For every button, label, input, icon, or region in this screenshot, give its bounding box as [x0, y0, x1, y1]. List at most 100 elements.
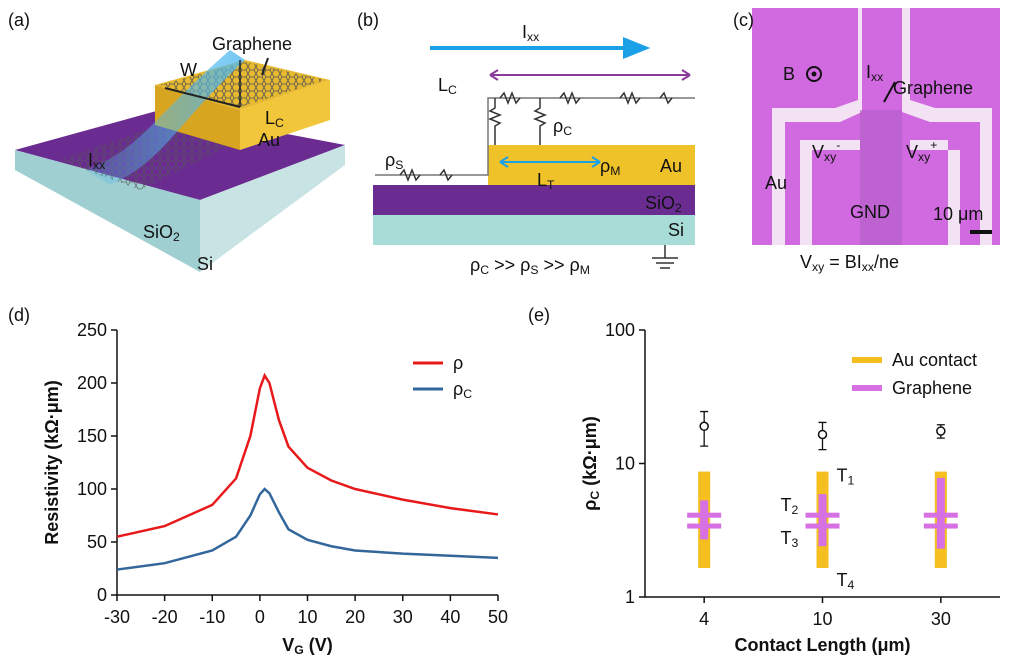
x-axis-label: VG (V) — [282, 635, 333, 657]
x-tick-label: 10 — [812, 609, 832, 629]
y-tick-label: 1 — [625, 587, 635, 607]
label: LC — [438, 75, 457, 97]
x-tick-label: -20 — [152, 607, 178, 627]
label: SiO2 — [143, 222, 180, 244]
label: 10 μm — [933, 204, 983, 224]
text-part: (V) — [304, 635, 333, 655]
label: ρC — [553, 116, 572, 138]
graphene-t3 — [687, 523, 722, 529]
text-part: S — [530, 263, 538, 277]
annotation: T2 — [781, 495, 799, 517]
x-tick-label: 0 — [255, 607, 265, 627]
text-part: = BI — [824, 252, 862, 272]
legend-label: Au contact — [892, 350, 977, 370]
legend-label: Graphene — [892, 378, 972, 398]
label: Vxy- — [812, 138, 840, 164]
text-part: C — [448, 83, 457, 97]
x-tick-label: 50 — [488, 607, 508, 627]
text-part: C — [563, 124, 572, 138]
equation: Vxy = BIxx/ne — [800, 252, 899, 274]
text-part: 3 — [792, 536, 799, 550]
label: Ixx — [522, 22, 539, 44]
text-part: M — [580, 263, 590, 277]
text-part: SiO — [645, 193, 675, 213]
label: ρS — [385, 150, 403, 172]
text-part: C — [463, 387, 472, 401]
text-part: 4 — [848, 578, 855, 592]
cross-section-sketch — [373, 37, 695, 269]
text-part: L — [537, 170, 547, 190]
text-part: G — [294, 643, 304, 657]
text-part: T — [547, 178, 555, 192]
x-axis-label: Contact Length (μm) — [735, 635, 911, 655]
y-axis-label: ρC (kΩ·μm) — [580, 416, 602, 510]
text-part: C — [480, 263, 489, 277]
text-part: ρ — [453, 353, 463, 373]
panel-label: (b) — [357, 10, 379, 30]
text-part: /ne — [874, 252, 899, 272]
text-part: SiO — [143, 222, 173, 242]
text-part: T — [781, 528, 792, 548]
text-part: (kΩ·μm) — [580, 416, 600, 490]
data-line — [116, 372, 499, 538]
text-part: V — [282, 635, 294, 655]
text-part: xx — [871, 70, 883, 84]
label: Ixx — [88, 150, 105, 172]
text-part: xx — [93, 158, 105, 172]
text-part: I — [522, 22, 527, 42]
text-part: + — [930, 138, 937, 152]
text-part: S — [395, 158, 403, 172]
annotation: T3 — [781, 528, 799, 550]
graphene-t3 — [805, 523, 840, 529]
graphene-t3 — [923, 523, 958, 529]
text-part: xy — [824, 150, 837, 164]
label: LT — [537, 170, 555, 192]
x-tick-label: -10 — [199, 607, 225, 627]
label: B — [783, 64, 795, 84]
label: Au — [258, 130, 280, 150]
annotation: T4 — [837, 570, 855, 592]
text-part: T — [837, 466, 848, 486]
label: Au — [660, 156, 682, 176]
text-part: - — [836, 138, 840, 152]
y-tick-label: 150 — [77, 426, 107, 446]
label: Si — [197, 254, 213, 274]
text-part: Contact Length (μm) — [735, 635, 911, 655]
y-tick-label: 200 — [77, 373, 107, 393]
annotation: T1 — [837, 466, 855, 488]
device-sketch — [15, 50, 345, 272]
text-part: V — [906, 142, 918, 162]
panel-label: (e) — [528, 305, 550, 325]
graphene-t2 — [805, 512, 840, 518]
text-part: 1 — [848, 474, 855, 488]
text-part: xx — [862, 260, 874, 274]
x-tick-label: 30 — [931, 609, 951, 629]
text-part: I — [88, 150, 93, 170]
graphene-t2 — [923, 512, 958, 518]
text-part: 2 — [792, 503, 799, 517]
text-part: ρ — [553, 116, 563, 136]
y-tick-label: 50 — [87, 532, 107, 552]
text-part: 2 — [675, 201, 682, 215]
text-part: L — [265, 108, 275, 128]
label: LC — [265, 108, 284, 130]
data-line — [116, 487, 499, 571]
text-part: ρ — [385, 150, 395, 170]
x-tick-label: 10 — [297, 607, 317, 627]
y-tick-label: 10 — [615, 454, 635, 474]
x-tick-label: 20 — [345, 607, 365, 627]
text-part: xy — [918, 150, 931, 164]
y-tick-label: 100 — [605, 320, 635, 340]
text-part: C — [588, 491, 602, 500]
text-part: T — [837, 570, 848, 590]
text-part: L — [438, 75, 448, 95]
text-part: >> ρ — [489, 255, 530, 275]
text-part: C — [275, 116, 284, 130]
text-part: ρ — [453, 379, 463, 399]
graphene-range — [818, 494, 827, 547]
text-part: V — [812, 142, 824, 162]
x-tick-label: 30 — [393, 607, 413, 627]
text-part: I — [866, 62, 871, 82]
label: Graphene — [212, 34, 292, 54]
